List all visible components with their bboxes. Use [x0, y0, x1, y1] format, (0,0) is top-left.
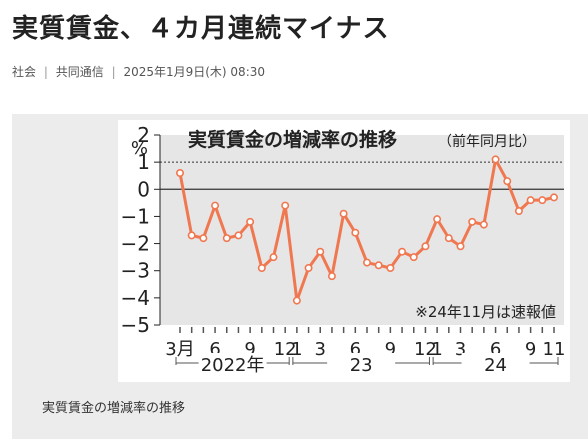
x-tick-label: 1 [431, 339, 442, 360]
article-headline: 実質賃金、４カ月連続マイナス [12, 14, 390, 44]
data-point [409, 253, 418, 262]
chart-title: 実質賃金の増減率の推移 [188, 128, 397, 151]
data-point [421, 242, 430, 251]
data-point [257, 264, 266, 273]
x-tick-label: 3月 [165, 339, 194, 360]
source-label: 共同通信 [55, 65, 104, 79]
data-point [398, 247, 407, 256]
article-meta: 社会 | 共同通信 | 2025年1月9日(木) 08:30 [12, 63, 265, 80]
meta-separator: | [43, 65, 48, 79]
data-point [246, 217, 255, 226]
article-timestamp: 2025年1月9日(木) 08:30 [123, 65, 266, 79]
wage-change-chart: 2 1 0 −1 −2 −3 −4 −5% 実質賃金の増減率の推移 （前年同月比） ※24年11月は… [118, 120, 570, 382]
y-tick-label: −1 [121, 204, 150, 228]
y-tick-label: −2 [121, 232, 150, 256]
y-axis-unit: % [131, 138, 148, 159]
figure-caption: 実質賃金の増減率の推移 [42, 401, 186, 416]
x-tick-label: 12 [414, 339, 437, 360]
data-point [175, 168, 184, 177]
data-point [456, 242, 465, 251]
data-point [374, 261, 383, 270]
y-tick-label: −5 [121, 313, 150, 337]
data-point [386, 264, 395, 273]
data-point [549, 193, 558, 202]
data-point [187, 231, 196, 240]
chart-subtitle: （前年同月比） [438, 133, 536, 150]
year-label: 2022年 [201, 355, 265, 376]
year-label: 23 [350, 355, 373, 376]
data-point [327, 272, 336, 281]
x-tick-label: 3 [455, 339, 466, 360]
data-point [491, 155, 500, 164]
data-point [444, 234, 453, 243]
data-point [211, 201, 220, 210]
x-tick-label: 9 [525, 339, 536, 360]
x-tick-label: 3 [315, 339, 326, 360]
data-point [339, 209, 348, 218]
y-tick-label: −3 [121, 259, 150, 283]
data-point [526, 196, 535, 205]
category-link[interactable]: 社会 [12, 65, 37, 79]
data-point [269, 253, 278, 262]
data-point [363, 258, 372, 267]
x-tick-label: 12 [274, 339, 297, 360]
x-tick-label: 9 [385, 339, 396, 360]
year-label-bg [198, 353, 267, 375]
year-label: 24 [484, 355, 507, 376]
year-label-bg [461, 353, 530, 375]
plot-area [160, 135, 564, 325]
data-point [234, 231, 243, 240]
x-tick-label: 1 [291, 339, 302, 360]
x-tick-label: 6 [350, 339, 361, 360]
data-point [468, 217, 477, 226]
data-point [316, 247, 325, 256]
x-tick-label: 11 [543, 339, 566, 360]
data-point [199, 234, 208, 243]
meta-separator: | [111, 65, 116, 79]
x-tick-label: 6 [209, 339, 220, 360]
y-tick-label: 2 [137, 123, 150, 147]
data-point [281, 201, 290, 210]
data-point [538, 196, 547, 205]
data-point [433, 215, 442, 224]
data-point [514, 207, 523, 216]
data-point [304, 264, 313, 273]
data-point [479, 220, 488, 229]
x-tick-label: 6 [490, 339, 501, 360]
data-point [292, 296, 301, 305]
chart-annotation: ※24年11月は速報値 [415, 303, 556, 321]
y-tick-label: 1 [137, 150, 150, 174]
y-tick-label: 0 [137, 177, 150, 201]
data-point [503, 177, 512, 186]
data-point [222, 234, 231, 243]
data-point [351, 228, 360, 237]
year-label-bg [327, 353, 396, 375]
y-tick-label: −4 [121, 286, 150, 310]
x-tick-label: 9 [244, 339, 255, 360]
